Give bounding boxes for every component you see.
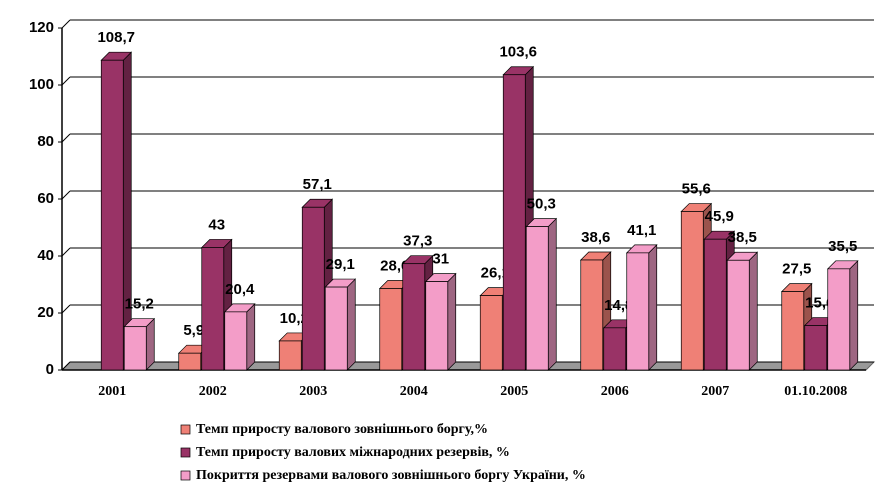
bar-side-shade — [849, 260, 858, 370]
x-tick-label: 01.10.2008 — [784, 384, 847, 399]
y-tick-label: 40 — [37, 247, 54, 264]
legend-swatch — [180, 470, 191, 481]
value-label: 26,1 — [481, 265, 510, 282]
y-tick-label: 0 — [46, 361, 54, 378]
bar-front — [726, 259, 750, 371]
y-tick-label: 120 — [29, 19, 54, 36]
value-label: 103,6 — [499, 44, 537, 61]
bar — [223, 303, 256, 371]
value-label: 50,3 — [527, 196, 556, 213]
value-label: 31 — [432, 251, 449, 268]
value-label: 27,5 — [782, 261, 811, 278]
x-tick-label: 2006 — [601, 384, 629, 399]
legend-label: Покриття резервами валового зовнішнього … — [196, 468, 586, 483]
bar — [424, 272, 457, 371]
x-tick-label: 2001 — [98, 384, 126, 399]
bar-front — [425, 281, 449, 371]
grid-line — [61, 76, 874, 86]
bar-side-shade — [648, 244, 657, 370]
value-label: 29,1 — [326, 256, 355, 273]
bar-front — [278, 340, 302, 371]
bar-front — [324, 286, 348, 371]
value-label: 28,6 — [380, 257, 409, 274]
bar-front — [379, 288, 403, 371]
value-label: 14,8 — [604, 297, 633, 314]
bar-front — [301, 206, 325, 371]
x-tick-label: 2005 — [500, 384, 528, 399]
value-label: 43 — [208, 216, 225, 233]
bar-front — [100, 59, 124, 371]
bar — [525, 217, 558, 371]
bar-front — [525, 226, 549, 371]
y-tick-label: 60 — [37, 190, 54, 207]
bar-front — [479, 295, 503, 371]
x-tick-label: 2004 — [400, 384, 428, 399]
bar-side-shade — [548, 218, 557, 370]
bar-front — [178, 352, 202, 371]
bar-front — [402, 263, 426, 371]
value-label: 38,6 — [581, 229, 610, 246]
grid-side — [61, 247, 71, 257]
value-label: 10,2 — [280, 310, 309, 327]
bar — [625, 244, 658, 371]
value-label: 15,2 — [125, 296, 154, 313]
value-label: 41,1 — [627, 222, 656, 239]
x-tick-label: 2003 — [299, 384, 327, 399]
bar-front — [680, 211, 704, 371]
bar — [324, 278, 357, 371]
legend-swatch — [180, 447, 191, 458]
bar-front — [603, 327, 627, 371]
value-label: 37,3 — [403, 233, 432, 250]
legend-label: Темп приросту валового зовнішнього боргу… — [196, 422, 488, 437]
bar-front — [123, 326, 147, 371]
bar-side-shade — [347, 279, 356, 370]
legend-swatch — [180, 424, 191, 435]
bar — [123, 317, 156, 371]
bar-front — [827, 268, 851, 371]
x-tick-label: 2007 — [701, 384, 729, 399]
grid-side — [61, 19, 71, 29]
bar-side-shade — [123, 52, 132, 370]
value-label: 20,4 — [225, 281, 255, 298]
value-label: 38,5 — [728, 229, 757, 246]
value-label: 108,7 — [97, 29, 135, 46]
grid-side — [61, 133, 71, 143]
bar — [826, 259, 859, 371]
grid-side — [61, 190, 71, 200]
y-tick-label: 100 — [29, 76, 54, 93]
grid-line — [61, 19, 874, 29]
bar-side-shade — [246, 303, 255, 370]
grid-side — [61, 304, 71, 314]
legend-label: Темп приросту валових міжнародних резерв… — [196, 445, 510, 460]
bar-front — [626, 252, 650, 371]
value-label: 15,6 — [805, 295, 834, 312]
y-tick-label: 80 — [37, 133, 54, 150]
value-label: 55,6 — [682, 181, 711, 198]
value-label: 57,1 — [303, 176, 332, 193]
value-label: 35,5 — [828, 238, 857, 255]
grid-side — [61, 76, 71, 86]
bar-side-shade — [146, 318, 155, 370]
bar-front — [580, 259, 604, 371]
bar-side-shade — [447, 273, 456, 370]
bar — [100, 51, 133, 371]
bar-side-shade — [749, 252, 758, 370]
bar-front — [804, 325, 828, 371]
bar-front — [224, 311, 248, 371]
bar-front — [781, 291, 805, 371]
bar — [726, 251, 759, 371]
grid-side — [61, 361, 71, 371]
bar-front — [201, 247, 225, 371]
grid-line — [61, 190, 874, 200]
value-label: 45,9 — [705, 208, 734, 225]
bar-front — [703, 238, 727, 371]
grid-line — [61, 133, 874, 143]
value-label: 5,9 — [183, 322, 204, 339]
x-tick-label: 2002 — [199, 384, 227, 399]
bar-front — [502, 74, 526, 371]
y-tick-label: 20 — [37, 304, 54, 321]
